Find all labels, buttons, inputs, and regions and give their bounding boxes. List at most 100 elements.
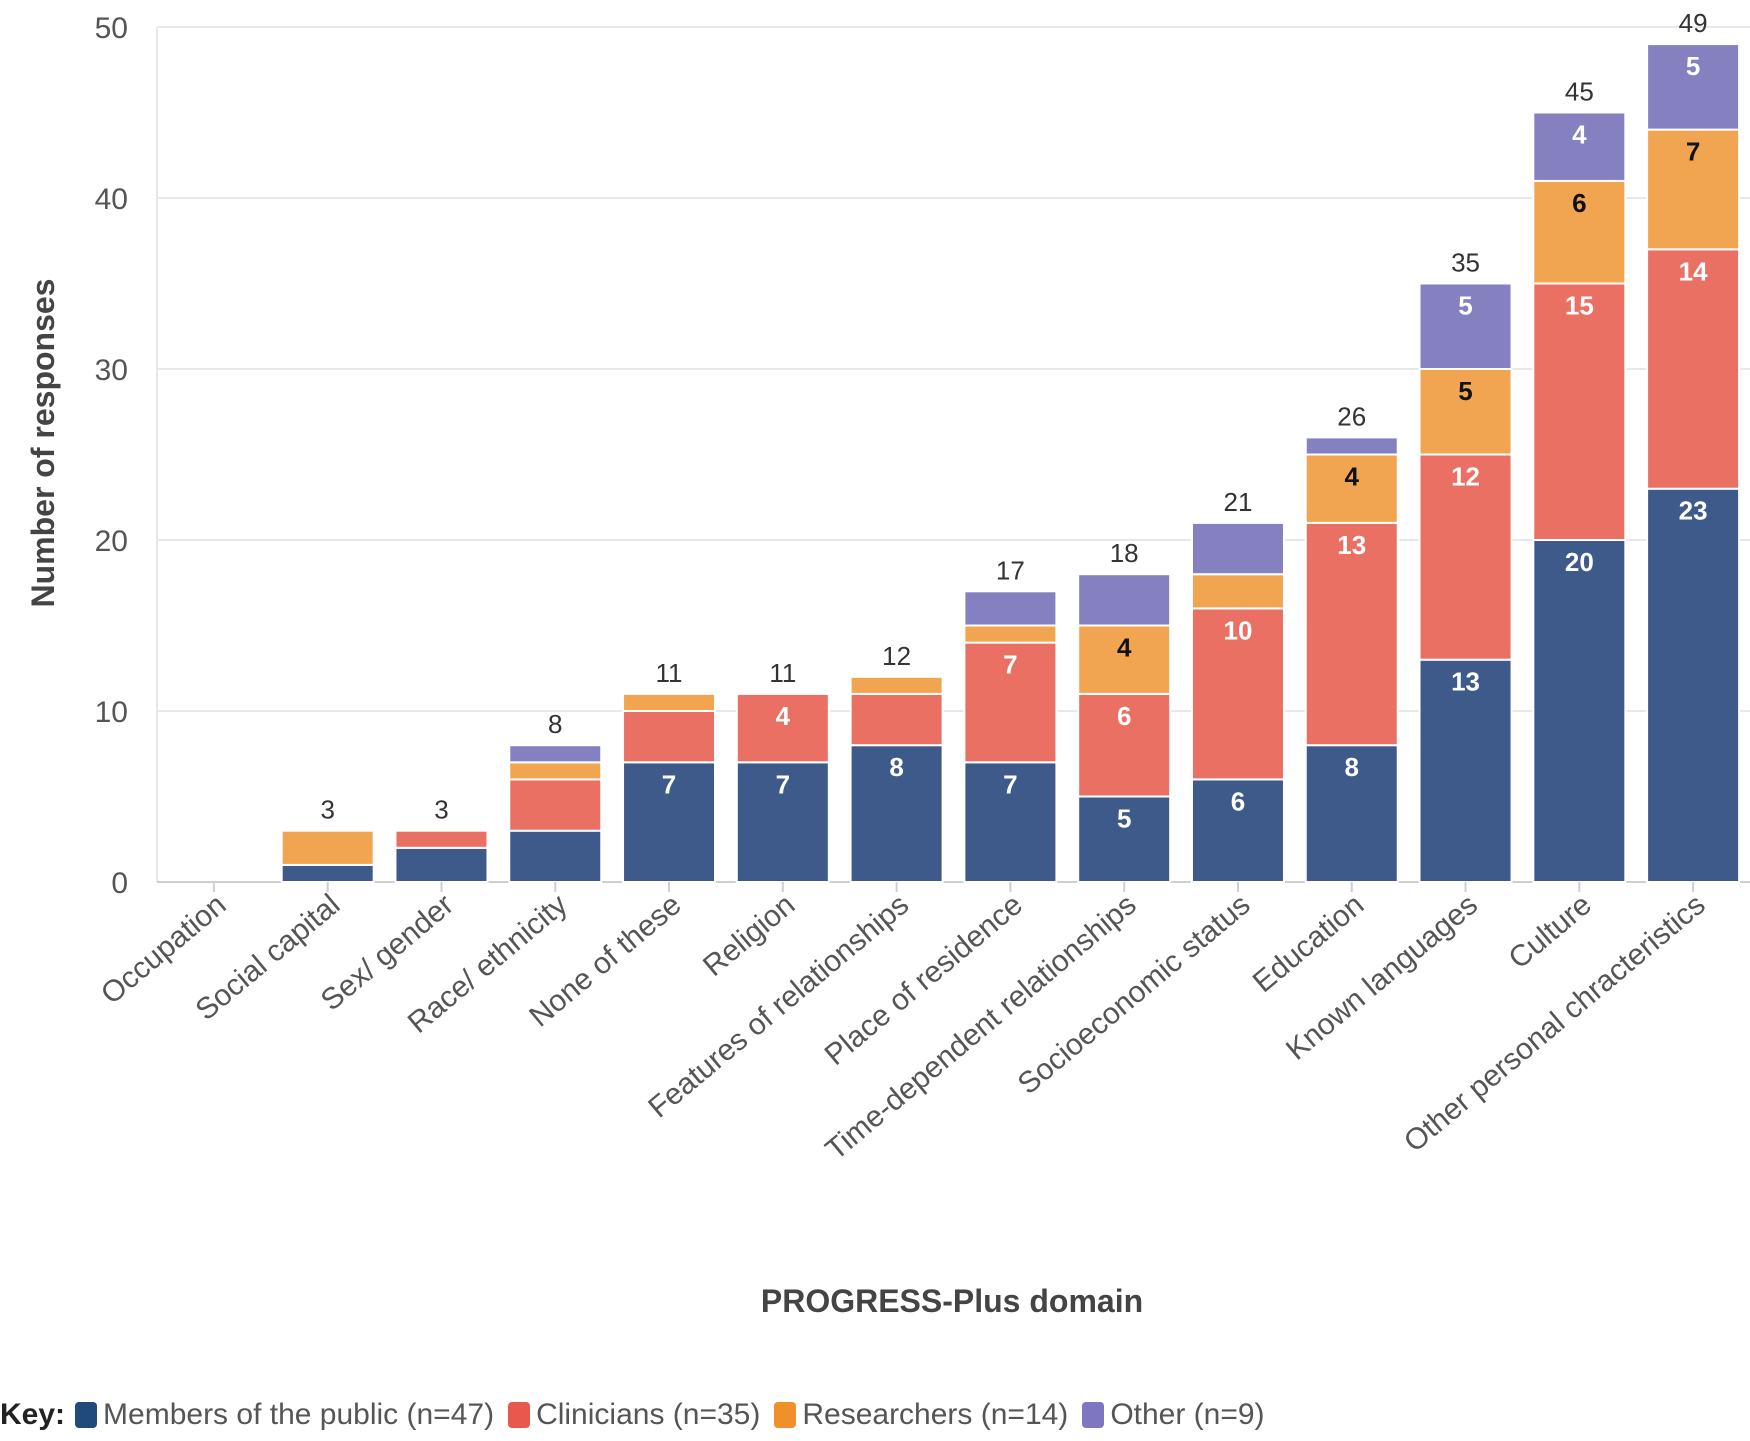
bar-socioeconomic-status-researchers (1190, 573, 1285, 610)
category-label-place-of-residence: Place of residence (819, 888, 1029, 1072)
segment-value-label: 5 (1458, 376, 1472, 406)
total-value-label: 17 (996, 555, 1025, 585)
category-label-culture: Culture (1503, 888, 1598, 975)
bar-culture-members-of-the-public (1532, 539, 1627, 883)
bar-race-ethnicity-clinicians (508, 778, 603, 832)
total-value-label: 12 (882, 641, 911, 671)
segment-value-label: 8 (1345, 752, 1359, 782)
y-axis-ticks: 0 10 20 30 40 50 (95, 12, 128, 900)
segment-value-label: 6 (1117, 701, 1131, 731)
total-value-label: 3 (434, 795, 448, 825)
total-value-label: 45 (1565, 77, 1594, 107)
bar-social-capital-members-of-the-public (280, 863, 375, 884)
segment-value-label: 4 (776, 701, 791, 731)
bar-education-members-of-the-public (1304, 744, 1399, 884)
bar-sex-gender-clinicians (394, 829, 489, 849)
bar-none-of-these-clinicians (622, 710, 717, 764)
legend-key-label: Key: (0, 1398, 66, 1431)
segment-value-label: 5 (1117, 804, 1131, 834)
bar-features-of-relationships-clinicians (849, 692, 944, 747)
bar-other-personal-chracteristics-members-of-the-public (1646, 487, 1741, 883)
bar-other-personal-chracteristics-clinicians (1646, 248, 1741, 490)
bar-religion-clinicians (735, 692, 830, 764)
bar-none-of-these-members-of-the-public (622, 761, 717, 883)
legend-label-public: Members of the public (n=47) (103, 1398, 495, 1431)
bar-education-other (1304, 436, 1399, 456)
segment-value-label: 4 (1572, 120, 1587, 150)
bar-place-of-residence-members-of-the-public (963, 761, 1058, 883)
total-value-label: 18 (1110, 538, 1139, 568)
bar-other-personal-chracteristics-other (1646, 43, 1741, 131)
bar-socioeconomic-status-other (1190, 521, 1285, 576)
bar-culture-clinicians (1532, 282, 1627, 541)
bar-socioeconomic-status-clinicians (1190, 607, 1285, 781)
stacked-bar-chart: 0 10 20 30 40 50 7 7 4 8 7 7 5 6 4 6 10 8 13 4 13 12 5 5 20 15 6 4… (25, 8, 1750, 1319)
segment-value-label: 7 (776, 769, 790, 799)
segment-value-label: 6 (1231, 786, 1245, 816)
segment-value-label: 13 (1451, 667, 1480, 697)
bar-time-dependent-relationships-researchers (1077, 624, 1172, 695)
bar-education-clinicians (1304, 521, 1399, 747)
y-tick-label: 40 (95, 183, 128, 216)
segment-value-label: 13 (1337, 530, 1366, 560)
category-label-religion: Religion (697, 888, 801, 983)
legend-item-researchers: Researchers (n=14) (774, 1398, 1068, 1432)
legend-swatch-clinicians (508, 1402, 531, 1428)
total-value-label: 3 (320, 795, 334, 825)
y-axis-title: Number of responses (25, 279, 61, 608)
y-tick-label: 50 (95, 12, 128, 45)
y-tick-label: 10 (95, 696, 128, 729)
segment-value-label: 5 (1686, 51, 1700, 81)
bar-place-of-residence-other (963, 590, 1058, 627)
bar-features-of-relationships-members-of-the-public (849, 744, 944, 884)
y-tick-label: 0 (111, 867, 128, 900)
bar-socioeconomic-status-members-of-the-public (1190, 778, 1285, 884)
bar-features-of-relationships-researchers (849, 675, 944, 695)
legend-item-clinicians: Clinicians (n=35) (508, 1398, 760, 1432)
total-value-label: 21 (1224, 487, 1253, 517)
x-axis-ticks (212, 882, 1695, 892)
bar-culture-other (1532, 111, 1627, 182)
total-value-label: 11 (769, 658, 796, 688)
bar-race-ethnicity-members-of-the-public (508, 829, 603, 884)
segment-value-label: 23 (1679, 496, 1708, 526)
legend-label-clinicians: Clinicians (n=35) (536, 1398, 761, 1431)
legend-swatch-other (1082, 1402, 1105, 1428)
bars (280, 43, 1741, 884)
bar-race-ethnicity-other (508, 744, 603, 764)
segment-labels: 7 7 4 8 7 7 5 6 4 6 10 8 13 4 13 12 5 5 20 15 6 4 23 14 7 5 (662, 51, 1708, 833)
segment-value-label: 7 (1686, 137, 1700, 167)
segment-value-label: 4 (1345, 462, 1360, 492)
segment-value-label: 6 (1572, 188, 1586, 218)
bar-social-capital-researchers (280, 829, 375, 866)
legend-item-other: Other (n=9) (1082, 1398, 1265, 1432)
segment-value-label: 5 (1458, 291, 1472, 321)
segment-value-label: 7 (1003, 650, 1017, 680)
segment-value-label: 7 (1003, 769, 1017, 799)
total-value-label: 8 (548, 709, 562, 739)
legend-label-other: Other (n=9) (1110, 1398, 1265, 1431)
segment-value-label: 7 (662, 769, 676, 799)
bar-known-languages-researchers (1418, 368, 1513, 456)
total-value-label: 35 (1451, 248, 1480, 278)
legend-item-public: Members of the public (n=47) (75, 1398, 494, 1432)
bar-culture-researchers (1532, 179, 1627, 285)
x-axis-title: PROGRESS-Plus domain (761, 1283, 1143, 1319)
segment-value-label: 10 (1224, 615, 1253, 645)
bar-known-languages-other (1418, 282, 1513, 370)
category-label-known-languages: Known languages (1280, 888, 1484, 1067)
bar-time-dependent-relationships-clinicians (1077, 692, 1172, 798)
segment-value-label: 14 (1679, 256, 1708, 286)
total-value-label: 11 (656, 658, 683, 688)
legend: Key: Members of the public (n=47) Clinic… (0, 1398, 1279, 1432)
segment-value-label: 20 (1565, 547, 1594, 577)
segment-value-label: 4 (1117, 633, 1132, 663)
bar-race-ethnicity-researchers (508, 761, 603, 781)
legend-label-researchers: Researchers (n=14) (802, 1398, 1069, 1431)
segment-value-label: 15 (1565, 291, 1594, 321)
legend-swatch-researchers (774, 1402, 797, 1428)
bar-sex-gender-members-of-the-public (394, 846, 489, 883)
y-tick-label: 30 (95, 354, 128, 387)
